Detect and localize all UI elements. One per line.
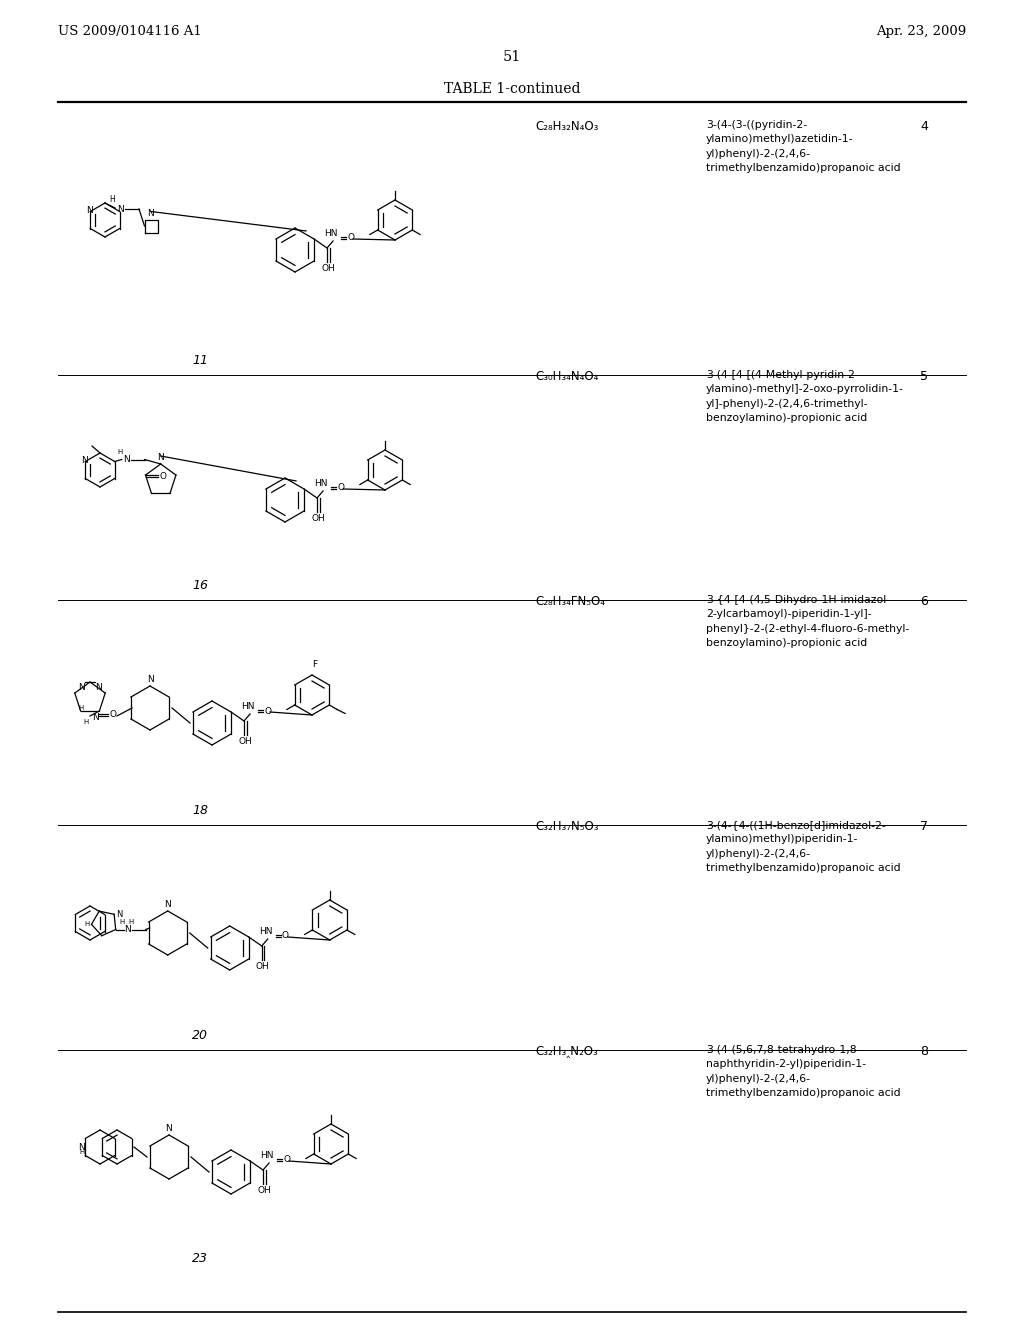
Text: HN: HN (260, 1151, 273, 1160)
Text: N: N (78, 1143, 85, 1151)
Text: US 2009/0104116 A1: US 2009/0104116 A1 (58, 25, 202, 38)
Text: O: O (337, 483, 344, 492)
Text: 6: 6 (920, 595, 928, 609)
Text: H: H (80, 1148, 85, 1155)
Text: N: N (78, 684, 85, 692)
Text: 3-(4-[4-[(4-Methyl-pyridin-2-
ylamino)-methyl]-2-oxo-pyrrolidin-1-
yl]-phenyl)-2: 3-(4-[4-[(4-Methyl-pyridin-2- ylamino)-m… (706, 370, 904, 424)
Text: 51: 51 (503, 50, 521, 63)
Text: H: H (128, 920, 133, 925)
Text: O: O (110, 710, 117, 719)
Text: N: N (92, 713, 98, 722)
Text: H: H (83, 719, 89, 725)
Text: N: N (123, 455, 129, 465)
Text: Apr. 23, 2009: Apr. 23, 2009 (876, 25, 966, 38)
Text: 5: 5 (920, 370, 928, 383)
Text: O: O (160, 471, 167, 480)
Text: 11: 11 (193, 354, 208, 367)
Text: C₃₀H₃₄N₄O₄: C₃₀H₃₄N₄O₄ (535, 370, 598, 383)
Text: 18: 18 (193, 804, 208, 817)
Text: N: N (95, 684, 102, 692)
Text: C₂₈H₃₄FN₅O₄: C₂₈H₃₄FN₅O₄ (535, 595, 605, 609)
Text: C₂₈H₃₂N₄O₃: C₂₈H₃₂N₄O₃ (535, 120, 598, 133)
Text: N: N (166, 1125, 172, 1133)
Text: N: N (116, 909, 123, 919)
Text: OH: OH (257, 1185, 271, 1195)
Text: N: N (146, 675, 154, 684)
Text: N: N (117, 205, 124, 214)
Text: 8: 8 (920, 1045, 928, 1059)
Text: HN: HN (314, 479, 328, 488)
Text: OH: OH (322, 264, 335, 273)
Text: 3-(4-{4-((1H-benzo[d]imidazol-2-
ylamino)methyl)piperidin-1-
yl)phenyl)-2-(2,4,6: 3-(4-{4-((1H-benzo[d]imidazol-2- ylamino… (706, 820, 901, 874)
Text: H: H (79, 705, 84, 711)
Text: H: H (110, 195, 115, 205)
Text: O: O (264, 706, 271, 715)
Text: N: N (81, 455, 88, 465)
Text: 23: 23 (193, 1251, 208, 1265)
Text: C₃₂H₃‸N₂O₃: C₃₂H₃‸N₂O₃ (535, 1045, 598, 1059)
Text: HN: HN (325, 228, 338, 238)
Text: 3-(4-(5,6,7,8-tetrahydro-1,8-
naphthyridin-2-yl)piperidin-1-
yl)phenyl)-2-(2,4,6: 3-(4-(5,6,7,8-tetrahydro-1,8- naphthyrid… (706, 1045, 901, 1098)
Text: 4: 4 (920, 120, 928, 133)
Text: H: H (119, 920, 124, 925)
Text: 3-(4-(3-((pyridin-2-
ylamino)methyl)azetidin-1-
yl)phenyl)-2-(2,4,6-
trimethylbe: 3-(4-(3-((pyridin-2- ylamino)methyl)azet… (706, 120, 901, 173)
Text: N: N (86, 206, 92, 215)
Text: HN: HN (242, 702, 255, 711)
Text: N: N (147, 209, 155, 218)
Text: OH: OH (239, 737, 252, 746)
Text: H: H (84, 921, 89, 928)
Text: O: O (282, 932, 289, 940)
Text: O: O (283, 1155, 290, 1164)
Text: OH: OH (311, 513, 325, 523)
Text: 20: 20 (193, 1030, 208, 1041)
Text: HN: HN (259, 927, 272, 936)
Text: N: N (158, 453, 164, 462)
Text: 16: 16 (193, 579, 208, 591)
Text: 3-{4-[4-(4,5-Dihydro-1H-imidazol-
2-ylcarbamoyl)-piperidin-1-yl]-
phenyl}-2-(2-e: 3-{4-[4-(4,5-Dihydro-1H-imidazol- 2-ylca… (706, 595, 909, 648)
Text: N: N (124, 925, 130, 935)
Text: N: N (164, 900, 171, 909)
Text: 7: 7 (920, 820, 928, 833)
Text: H: H (117, 450, 122, 455)
Text: TABLE 1-continued: TABLE 1-continued (443, 82, 581, 96)
Text: O: O (347, 234, 354, 243)
Text: C₃₂H₃₇N₅O₃: C₃₂H₃₇N₅O₃ (535, 820, 598, 833)
Text: F: F (312, 660, 317, 669)
Text: OH: OH (256, 962, 269, 972)
